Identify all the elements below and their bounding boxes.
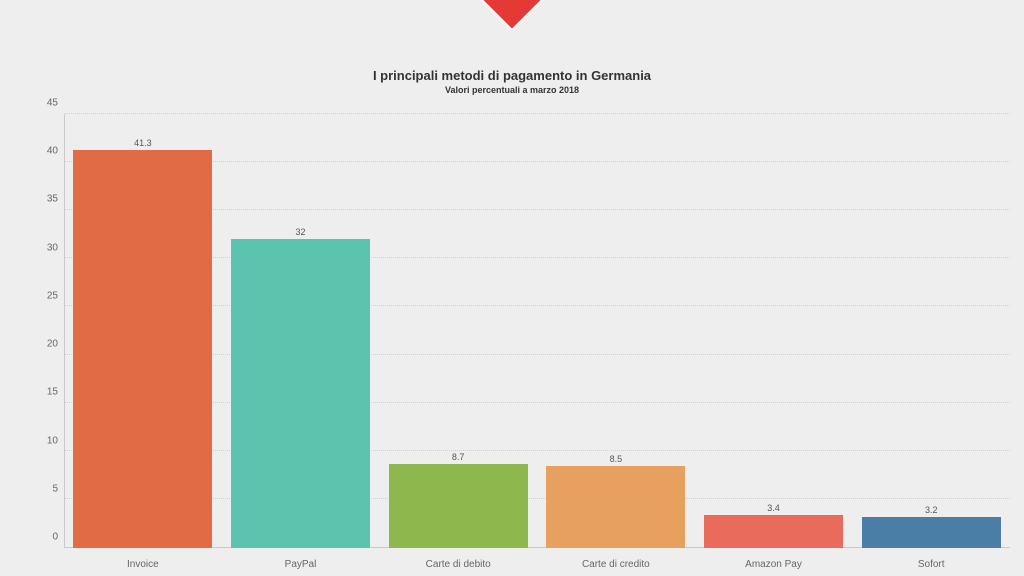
chart-title: I principali metodi di pagamento in Germ…	[0, 68, 1024, 83]
arrow-down-icon	[477, 0, 547, 30]
bar-slot: 41.3	[64, 114, 222, 548]
y-tick-label: 20	[30, 339, 58, 350]
y-tick-label: 45	[30, 98, 58, 109]
bar-value-label: 8.7	[389, 452, 528, 464]
bar-value-label: 3.2	[862, 505, 1001, 517]
chart-container: I principali metodi di pagamento in Germ…	[0, 62, 1024, 576]
x-tick-label: PayPal	[222, 559, 380, 570]
bar-slot: 3.2	[852, 114, 1010, 548]
y-tick-label: 15	[30, 387, 58, 398]
x-tick-label: Sofort	[852, 559, 1010, 570]
bar-slot: 3.4	[695, 114, 853, 548]
arrow-down-badge	[477, 0, 547, 30]
y-tick-label: 25	[30, 290, 58, 301]
chart-title-block: I principali metodi di pagamento in Germ…	[0, 62, 1024, 95]
bars-row: 41.3328.78.53.43.2	[64, 114, 1010, 548]
plot-area: 051015202530354045 41.3328.78.53.43.2 In…	[30, 114, 1014, 548]
bar-value-label: 32	[231, 227, 370, 239]
bar: 3.4	[704, 515, 843, 548]
bar: 3.2	[862, 517, 1001, 548]
bar: 32	[231, 239, 370, 548]
y-tick-label: 30	[30, 242, 58, 253]
x-axis-labels: InvoicePayPalCarte di debitoCarte di cre…	[64, 559, 1010, 570]
bar-slot: 8.7	[379, 114, 537, 548]
y-tick-label: 35	[30, 194, 58, 205]
x-tick-label: Carte di debito	[379, 559, 537, 570]
bar-value-label: 3.4	[704, 503, 843, 515]
chart-subtitle: Valori percentuali a marzo 2018	[0, 85, 1024, 95]
y-tick-label: 40	[30, 146, 58, 157]
bar-slot: 32	[222, 114, 380, 548]
y-tick-label: 10	[30, 435, 58, 446]
y-tick-label: 0	[30, 532, 58, 543]
bar-slot: 8.5	[537, 114, 695, 548]
x-tick-label: Amazon Pay	[695, 559, 853, 570]
x-tick-label: Carte di credito	[537, 559, 695, 570]
bar-value-label: 8.5	[546, 454, 685, 466]
y-tick-label: 5	[30, 483, 58, 494]
bar: 41.3	[73, 150, 212, 548]
bar: 8.7	[389, 464, 528, 548]
bar: 8.5	[546, 466, 685, 548]
x-tick-label: Invoice	[64, 559, 222, 570]
bar-value-label: 41.3	[73, 138, 212, 150]
